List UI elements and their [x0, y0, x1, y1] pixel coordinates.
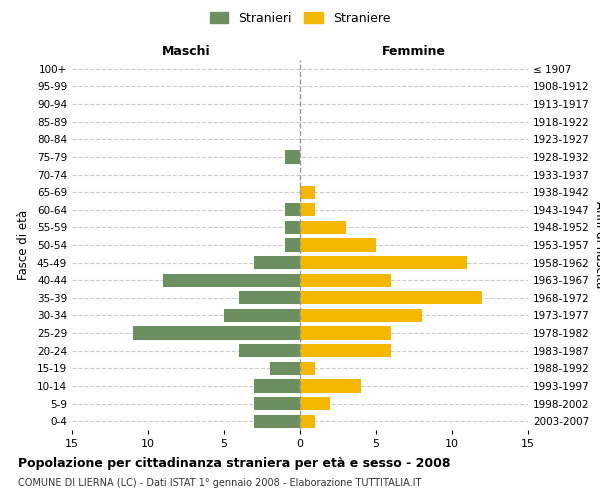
Bar: [300, 380, 361, 392]
Text: Popolazione per cittadinanza straniera per età e sesso - 2008: Popolazione per cittadinanza straniera p…: [18, 458, 451, 470]
Bar: [224, 309, 300, 322]
Bar: [285, 221, 300, 234]
Y-axis label: Fasce di età: Fasce di età: [17, 210, 30, 280]
Bar: [269, 362, 300, 375]
Bar: [285, 150, 300, 164]
Y-axis label: Anni di nascita: Anni di nascita: [593, 202, 600, 288]
Bar: [300, 274, 391, 287]
Bar: [300, 186, 315, 198]
Legend: Stranieri, Straniere: Stranieri, Straniere: [205, 7, 395, 30]
Text: Femmine: Femmine: [382, 45, 446, 58]
Bar: [300, 238, 376, 252]
Bar: [163, 274, 300, 287]
Bar: [300, 203, 315, 216]
Bar: [239, 291, 300, 304]
Text: COMUNE DI LIERNA (LC) - Dati ISTAT 1° gennaio 2008 - Elaborazione TUTTITALIA.IT: COMUNE DI LIERNA (LC) - Dati ISTAT 1° ge…: [18, 478, 421, 488]
Bar: [254, 397, 300, 410]
Bar: [300, 221, 346, 234]
Bar: [254, 380, 300, 392]
Bar: [285, 238, 300, 252]
Bar: [300, 256, 467, 269]
Bar: [254, 414, 300, 428]
Bar: [300, 291, 482, 304]
Bar: [300, 326, 391, 340]
Bar: [133, 326, 300, 340]
Bar: [285, 203, 300, 216]
Bar: [254, 256, 300, 269]
Bar: [300, 414, 315, 428]
Bar: [300, 344, 391, 358]
Bar: [239, 344, 300, 358]
Bar: [300, 362, 315, 375]
Bar: [300, 309, 422, 322]
Text: Maschi: Maschi: [161, 45, 211, 58]
Bar: [300, 397, 331, 410]
